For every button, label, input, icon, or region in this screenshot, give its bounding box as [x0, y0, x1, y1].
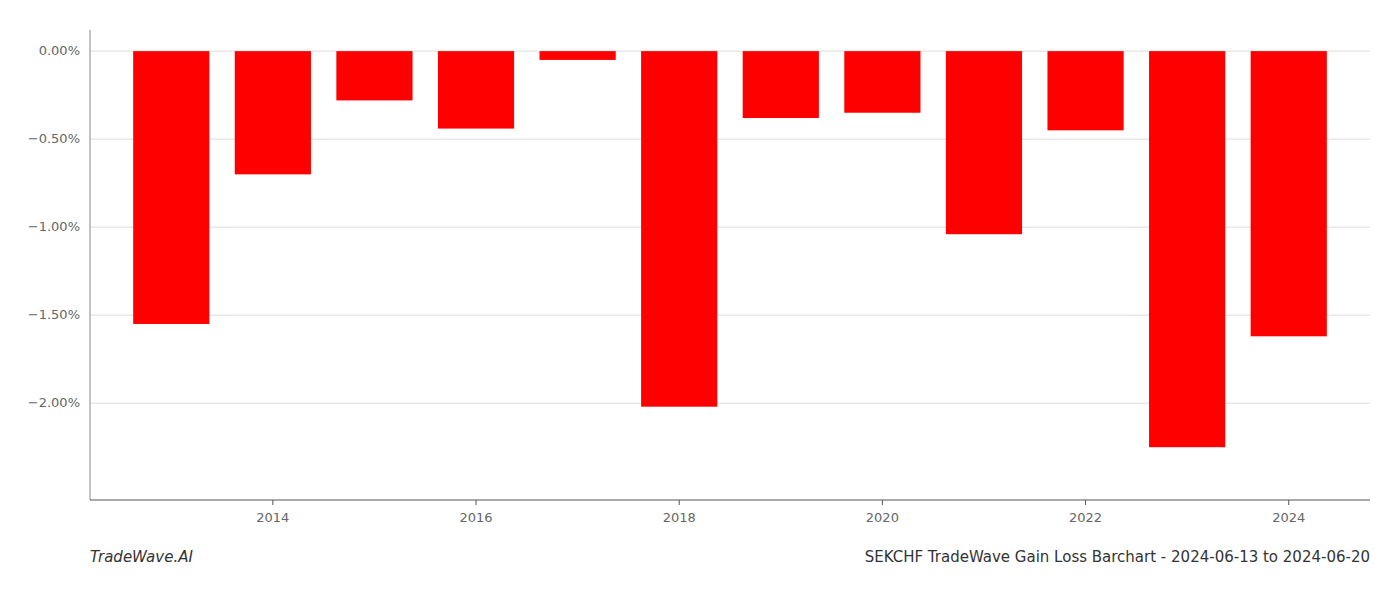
x-tick-label: 2016 [459, 510, 492, 525]
x-axis-line [90, 500, 1370, 501]
chart-container: 0.00%−0.50%−1.00%−1.50%−2.00%20142016201… [0, 0, 1400, 600]
x-tick [476, 500, 477, 505]
y-tick-label: −1.00% [28, 219, 80, 234]
chart-svg: 0.00%−0.50%−1.00%−1.50%−2.00%20142016201… [0, 0, 1400, 600]
title: SEKCHF TradeWave Gain Loss Barchart - 20… [865, 548, 1370, 566]
bar [844, 51, 920, 113]
x-tick-label: 2020 [866, 510, 899, 525]
bar [946, 51, 1022, 234]
bar [1251, 51, 1327, 336]
bar [540, 51, 616, 60]
x-tick-label: 2018 [663, 510, 696, 525]
x-tick [1288, 500, 1289, 505]
x-tick-label: 2014 [256, 510, 289, 525]
x-tick [1085, 500, 1086, 505]
bars [133, 51, 1327, 447]
y-tick-label: −0.50% [28, 131, 80, 146]
bar [133, 51, 209, 324]
x-tick [272, 500, 273, 505]
watermark: TradeWave.AI [90, 548, 193, 566]
bar [438, 51, 514, 128]
x-tick [679, 500, 680, 505]
bar [641, 51, 717, 407]
bar [1047, 51, 1123, 130]
x-tick-label: 2022 [1069, 510, 1102, 525]
bar [235, 51, 311, 174]
x-tick-label: 2024 [1272, 510, 1305, 525]
bar [743, 51, 819, 118]
y-axis-line [90, 30, 91, 500]
bar [336, 51, 412, 100]
axes [90, 30, 1370, 500]
x-axis: 2014 2016 2018 2020 2022 2024 [256, 500, 1305, 525]
y-axis: 0.00% −0.50% −1.00% −1.50% −2.00% [28, 43, 80, 410]
x-tick [882, 500, 883, 505]
bar [1149, 51, 1225, 447]
y-tick-label: −2.00% [28, 395, 80, 410]
y-tick-label: 0.00% [39, 43, 80, 58]
y-tick-label: −1.50% [28, 307, 80, 322]
